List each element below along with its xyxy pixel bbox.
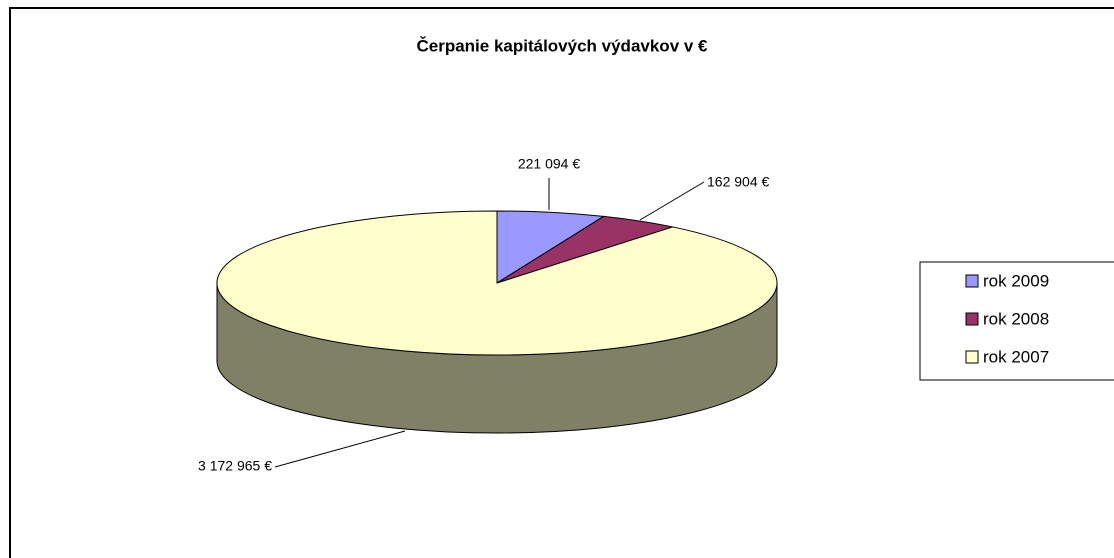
legend-box <box>919 261 1114 381</box>
pie-slice <box>216 210 778 356</box>
data-label: 221 094 € <box>518 156 580 172</box>
legend-label: rok 2007 <box>983 347 1049 366</box>
legend-swatch <box>965 350 979 364</box>
data-label: 162 904 € <box>707 174 769 190</box>
data-label: 3 172 965 € <box>198 458 272 474</box>
legend-swatch <box>965 312 979 326</box>
legend-label: rok 2008 <box>983 309 1049 328</box>
leader-line <box>639 181 705 221</box>
legend-swatch <box>965 274 979 288</box>
legend-label: rok 2009 <box>983 271 1049 290</box>
chart-title: Čerpanie kapitálových výdavkov v € <box>416 36 708 55</box>
leader-line <box>274 430 406 468</box>
